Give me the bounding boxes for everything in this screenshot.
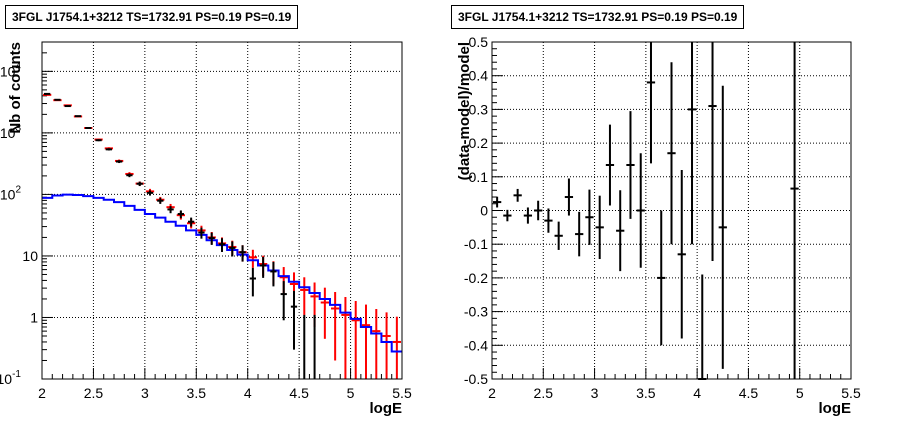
residuals-title: 3FGL J1754.1+3212 TS=1732.91 PS=0.19 PS=… [451, 5, 745, 29]
x-tick-label: 4.5 [739, 385, 759, 401]
y-tick-label: 102 [0, 184, 21, 202]
y-axis-title: Nb of counts [7, 42, 24, 134]
y-tick-label: 0.2 [469, 135, 489, 151]
y-tick-label: -0.5 [464, 371, 488, 387]
plot-frame [41, 41, 403, 380]
x-tick-label: 2.5 [534, 385, 554, 401]
residuals-panel: 3FGL J1754.1+3212 TS=1732.91 PS=0.19 PS=… [449, 0, 898, 421]
counts-title: 3FGL J1754.1+3212 TS=1732.91 PS=0.19 PS=… [5, 5, 299, 29]
x-axis-title: logE [819, 400, 852, 417]
counts-panel: 3FGL J1754.1+3212 TS=1732.91 PS=0.19 PS=… [0, 5, 412, 417]
y-tick-label: 103 [0, 123, 21, 141]
plot-frame [491, 41, 852, 380]
y-tick-label: 10-1 [0, 369, 21, 387]
y-tick-label: 0 [480, 203, 488, 219]
y-tick-label: 0.5 [469, 34, 489, 50]
x-tick-label: 2.5 [84, 385, 104, 401]
x-axis-title: logE [370, 400, 403, 417]
x-tick-label: 3 [141, 385, 149, 401]
x-tick-label: 2 [488, 385, 496, 401]
y-tick-label: 104 [0, 61, 21, 79]
x-tick-label: 5 [796, 385, 804, 401]
y-axis-title: (data-model)/model [456, 42, 473, 180]
residuals-chart: -0.5 -0.4 -0.3 -0.2 -0.1 0 0.1 0.2 0.3 0.4 0.5 2 2.5… [456, 34, 861, 417]
y-tick-label: -0.3 [464, 304, 488, 320]
x-tick-label: 4 [693, 385, 701, 401]
y-tick-label: 0.3 [469, 101, 489, 117]
x-tick-label: 4.5 [289, 385, 309, 401]
y-tick-label: 1 [30, 309, 38, 325]
x-tick-label: 2 [38, 385, 46, 401]
x-tick-label: 3 [591, 385, 599, 401]
component-series-line [42, 193, 402, 353]
x-tick-label: 3.5 [187, 385, 207, 401]
y-tick-label: -0.2 [464, 270, 488, 286]
y-tick-label: -0.4 [464, 337, 488, 353]
x-tick-label: 5 [347, 385, 355, 401]
y-tick-label: 10 [22, 248, 38, 264]
x-tick-label: 5.5 [841, 385, 861, 401]
x-tick-label: 5.5 [392, 385, 412, 401]
y-tick-label: 0.4 [469, 68, 489, 84]
x-tick-label: 3.5 [636, 385, 656, 401]
y-tick-label: 0.1 [469, 169, 489, 185]
y-tick-label: -0.1 [464, 236, 488, 252]
x-tick-label: 4 [244, 385, 252, 401]
